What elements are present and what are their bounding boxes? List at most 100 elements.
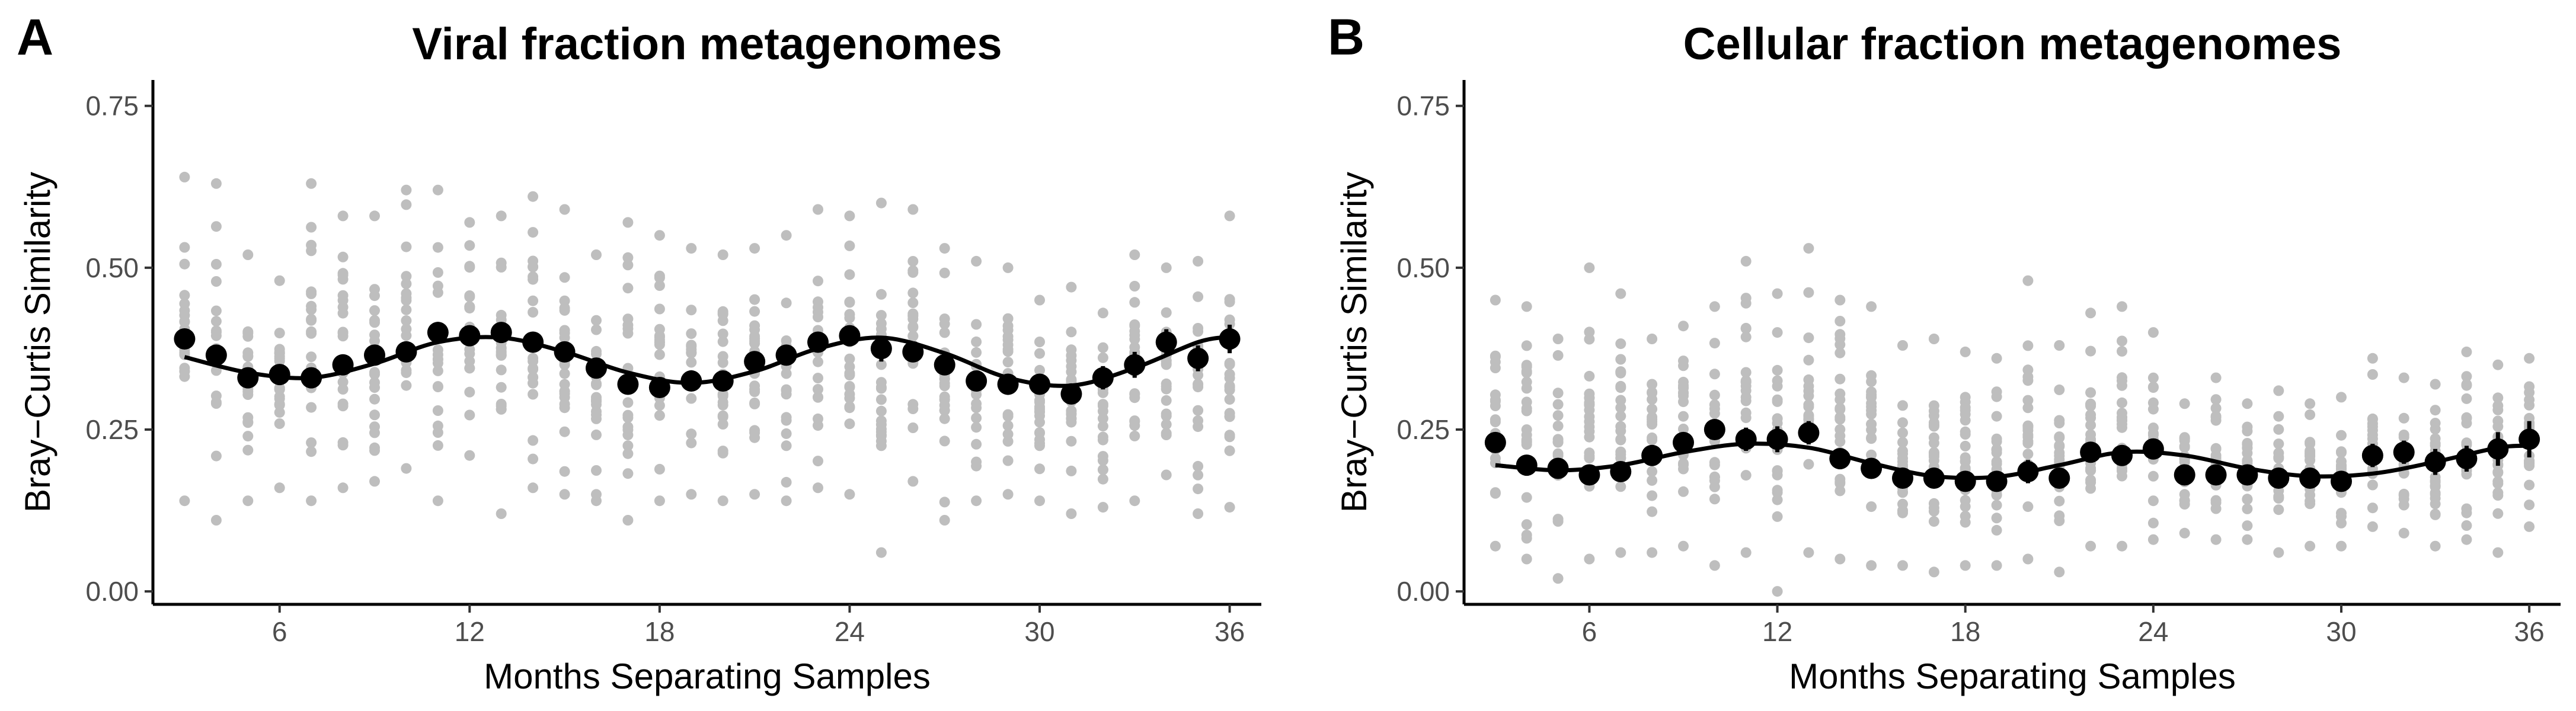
- panel-b-raw-point: [1552, 448, 1564, 459]
- panel-a-raw-point: [939, 327, 950, 338]
- panel-a-mean-point: [1029, 373, 1050, 395]
- panel-b-raw-point: [1834, 404, 1846, 415]
- panel-b-raw-point: [1772, 327, 1783, 338]
- panel-b-raw-point: [1772, 494, 1783, 505]
- panel-b-raw-point: [1709, 399, 1720, 411]
- panel-b-raw-point: [2430, 405, 2441, 416]
- panel-b-raw-points: [1490, 243, 2535, 597]
- panel-a-raw-point: [971, 422, 982, 433]
- panel-a-raw-point: [401, 463, 412, 474]
- panel-b-x-tick-label: 36: [2514, 616, 2545, 647]
- panel-a-mean-point: [997, 373, 1019, 395]
- panel-a-raw-point: [686, 243, 697, 254]
- panel-a-raw-point: [622, 217, 634, 228]
- panel-b-raw-point: [2022, 402, 2034, 414]
- panel-b-raw-point: [1803, 414, 1814, 425]
- panel-a-raw-point: [528, 227, 539, 238]
- panel-b-raw-point: [2430, 472, 2441, 483]
- panel-b-raw-point: [1866, 432, 1877, 443]
- panel-b-raw-point: [1991, 524, 2002, 536]
- panel-a-raw-point: [559, 272, 570, 283]
- panel-b-mean-point: [2519, 428, 2540, 450]
- panel-a-raw-point: [369, 445, 380, 456]
- panel-a-raw-point: [875, 377, 887, 388]
- panel-b-mean-point: [2080, 441, 2102, 463]
- panel-b-raw-point: [1772, 418, 1783, 429]
- panel-a-raw-point: [432, 405, 443, 416]
- panel-b-raw-point: [1584, 370, 1595, 382]
- panel-a-raw-point: [844, 489, 855, 500]
- panel-b-raw-point: [1928, 400, 1939, 411]
- panel-a-raw-point: [939, 515, 950, 526]
- panel-b-raw-point: [2147, 430, 2159, 441]
- panel-a-raw-point: [654, 349, 665, 360]
- panel-b-mean-point: [1735, 428, 1757, 450]
- panel-b-raw-point: [1647, 414, 1658, 425]
- panel-a-raw-point: [496, 347, 507, 358]
- panel-a-raw-point: [781, 440, 792, 451]
- panel-a-raw-point: [464, 303, 475, 314]
- panel-a-raw-point: [813, 456, 823, 467]
- panel-b-raw-point: [2524, 499, 2535, 511]
- panel-b-raw-point: [2398, 412, 2409, 424]
- panel-b-raw-point: [2461, 534, 2472, 545]
- panel-b-raw-point: [2492, 421, 2504, 432]
- panel-b-raw-point: [1521, 301, 1532, 312]
- panel-a-raw-point: [1097, 431, 1108, 443]
- panel-b-raw-point: [2054, 441, 2065, 452]
- panel-a-raw-point: [337, 308, 349, 319]
- panel-a-raw-point: [813, 296, 823, 308]
- panel-b-raw-point: [1897, 486, 1908, 497]
- panel-a-raw-point: [781, 476, 792, 488]
- panel-b-raw-point: [1834, 347, 1846, 358]
- panel-a-raw-point: [875, 197, 887, 209]
- panel-b-mean-point: [1610, 461, 1632, 483]
- panel-b-raw-point: [1897, 427, 1908, 438]
- panel-b-raw-point: [1740, 255, 1752, 267]
- panel-a-raw-point: [971, 255, 982, 267]
- panel-a-raw-point: [432, 242, 443, 253]
- panel-a-raw-point: [654, 303, 665, 315]
- panel-b-raw-point: [1991, 411, 2002, 422]
- panel-b-raw-point: [1521, 519, 1532, 530]
- panel-a-mean-point: [459, 325, 481, 347]
- panel-b-raw-point: [1803, 380, 1814, 392]
- panel-b-raw-point: [1490, 389, 1501, 401]
- panel-a-raw-point: [875, 324, 887, 335]
- panel-b-raw-point: [2085, 465, 2096, 476]
- panel-b-mean-point: [2268, 467, 2290, 489]
- panel-b-raw-point: [1740, 375, 1752, 386]
- panel-b-raw-point: [2398, 499, 2409, 511]
- panel-a-raw-point: [749, 335, 760, 347]
- panel-b-raw-point: [2461, 507, 2472, 518]
- panel-a-raw-point: [210, 398, 222, 409]
- panel-b-raw-point: [1960, 495, 1971, 506]
- panel-b-x-tick-label: 30: [2326, 616, 2356, 647]
- panel-b-raw-point: [1960, 517, 1971, 528]
- panel-b-raw-point: [2022, 449, 2034, 460]
- panel-b-mean-point: [2048, 467, 2070, 489]
- panel-a-raw-point: [1129, 389, 1140, 400]
- panel-b-raw-point: [1490, 488, 1501, 499]
- panel-b-raw-point: [1709, 459, 1720, 470]
- panel-b-raw-point: [1584, 399, 1595, 411]
- panel-a-raw-point: [1066, 344, 1077, 356]
- panel-b-raw-point: [1521, 340, 1532, 351]
- panel-b-raw-point: [1897, 340, 1908, 351]
- panel-a-mean-point: [1187, 347, 1209, 369]
- panel-a-mean-point: [1219, 328, 1241, 350]
- panel-b-mean-point: [2299, 467, 2321, 489]
- panel-b-raw-point: [1834, 553, 1846, 565]
- panel-a-raw-point: [1002, 334, 1014, 345]
- panel-a-raw-point: [781, 385, 792, 396]
- panel-a-letter: A: [17, 9, 53, 66]
- panel-b-raw-point: [2524, 387, 2535, 398]
- panel-a-raw-point: [781, 412, 792, 423]
- panel-a-raw-point: [464, 240, 475, 251]
- panel-b-mean-point: [1484, 431, 1506, 453]
- panel-b-raw-point: [2273, 504, 2284, 515]
- panel-b-raw-point: [1490, 351, 1501, 363]
- panel-a-y-tick-label: 0.25: [85, 414, 139, 445]
- panel-b-raw-point: [1991, 499, 2002, 511]
- panel-b-raw-point: [1647, 403, 1658, 415]
